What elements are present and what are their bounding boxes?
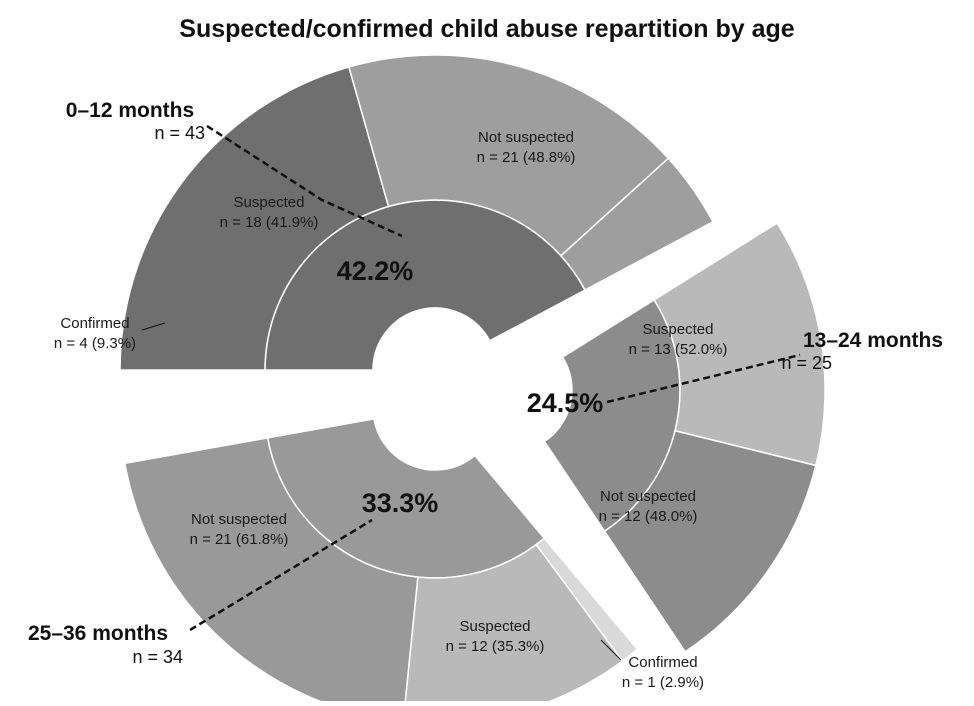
segment-value-label: n = 1 (2.9%) bbox=[622, 674, 704, 691]
labels-layer: Not suspected n = 21 (48.8%) Suspected n = … bbox=[28, 99, 943, 691]
outer-slice-0-12-months-not-suspected bbox=[119, 66, 390, 371]
segment-value-label: n = 4 (9.3%) bbox=[54, 335, 136, 352]
segment-name-label: Suspected bbox=[234, 194, 305, 211]
outer-slice-25-36-months-not-suspected bbox=[124, 436, 419, 706]
group-name-label: 0–12 months bbox=[66, 99, 194, 122]
outer-slice-13-24-months-not-suspected bbox=[603, 429, 817, 653]
group-count-label: n = 43 bbox=[154, 123, 205, 143]
segment-leader-line bbox=[141, 322, 166, 331]
leaders-layer bbox=[141, 124, 801, 661]
segment-name-label: Not suspected bbox=[191, 511, 287, 528]
outer-slice-0-12-months-confirmed bbox=[559, 157, 714, 291]
group-leader-line bbox=[206, 124, 403, 238]
group-count-label: n = 25 bbox=[781, 353, 832, 373]
segment-value-label: n = 13 (52.0%) bbox=[629, 341, 728, 358]
chart-title: Suspected/confirmed child abuse repartit… bbox=[179, 15, 795, 43]
group-share-label: 42.2% bbox=[337, 256, 414, 286]
segment-value-label: n = 21 (48.8%) bbox=[477, 149, 576, 166]
segment-value-label: n = 12 (48.0%) bbox=[599, 508, 698, 525]
outer-slice-0-12-months-suspected bbox=[347, 54, 670, 257]
segment-leader-line bbox=[600, 639, 622, 661]
segment-name-label: Confirmed bbox=[60, 315, 129, 332]
group-name-label: 25–36 months bbox=[28, 622, 168, 645]
segment-name-label: Not suspected bbox=[478, 129, 574, 146]
outer-slice-25-36-months-suspected bbox=[404, 543, 624, 706]
group-name-label: 13–24 months bbox=[803, 329, 943, 352]
segment-value-label: n = 21 (61.8%) bbox=[190, 531, 289, 548]
group-share-label: 33.3% bbox=[362, 488, 439, 518]
segment-name-label: Suspected bbox=[460, 618, 531, 635]
segment-name-label: Not suspected bbox=[600, 488, 696, 505]
slices-layer bbox=[119, 54, 826, 706]
segment-value-label: n = 12 (35.3%) bbox=[446, 638, 545, 655]
segment-value-label: n = 18 (41.9%) bbox=[220, 214, 319, 231]
group-count-label: n = 34 bbox=[132, 647, 183, 667]
segment-name-label: Confirmed bbox=[628, 654, 697, 671]
segment-name-label: Suspected bbox=[643, 321, 714, 338]
group-share-label: 24.5% bbox=[527, 388, 604, 418]
group-leader-line bbox=[189, 518, 373, 632]
outer-slice-13-24-months-suspected bbox=[653, 222, 826, 467]
group-leader-line bbox=[606, 353, 801, 404]
